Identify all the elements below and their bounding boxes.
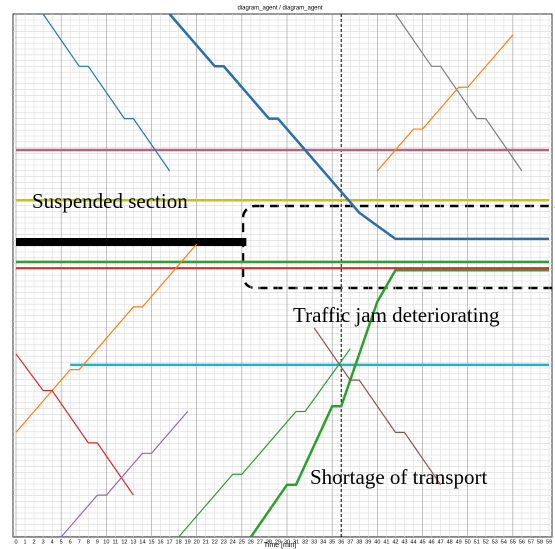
x-tick-label: 37 — [347, 539, 353, 545]
x-tick-label: 25 — [239, 539, 245, 545]
train-line — [394, 13, 523, 172]
jam-box — [241, 204, 555, 290]
x-tick-label: 9 — [96, 539, 99, 545]
x-tick-label: 0 — [14, 539, 17, 545]
x-tick-label: 18 — [176, 539, 182, 545]
x-tick-label: 3 — [42, 539, 45, 545]
train-line — [15, 243, 198, 433]
x-tick-label: 26 — [248, 539, 254, 545]
x-tick-label: 32 — [302, 539, 308, 545]
x-tick-label: 47 — [438, 539, 444, 545]
x-tick-label: 33 — [311, 539, 317, 545]
x-tick-label: 41 — [383, 539, 389, 545]
train-line — [60, 411, 189, 538]
x-tick-label: 46 — [428, 539, 434, 545]
x-tick-label: 45 — [419, 539, 425, 545]
train-line — [15, 353, 134, 496]
x-tick-label: 29 — [275, 539, 281, 545]
x-tick-label: 23 — [221, 539, 227, 545]
x-tick-label: 21 — [203, 539, 209, 545]
x-tick-label: 19 — [185, 539, 191, 545]
x-tick-label: 51 — [474, 539, 480, 545]
annotation: Shortage of transport — [310, 465, 487, 489]
x-tick-label: 20 — [194, 539, 200, 545]
x-tick-label: 58 — [537, 539, 543, 545]
x-tick-label: 11 — [113, 539, 119, 545]
x-tick-label: 44 — [410, 539, 416, 545]
train-line — [42, 13, 171, 172]
x-tick-label: 17 — [167, 539, 173, 545]
x-tick-label: 12 — [121, 539, 127, 545]
x-tick-label: 40 — [374, 539, 380, 545]
x-tick-label: 57 — [528, 539, 534, 545]
x-tick-label: 27 — [257, 539, 263, 545]
train-line — [178, 348, 351, 538]
x-tick-label: 34 — [320, 539, 326, 545]
x-tick-label: 15 — [148, 539, 154, 545]
x-tick-label: 6 — [69, 539, 72, 545]
x-tick-label: 39 — [365, 539, 371, 545]
x-tick-label: 13 — [130, 539, 136, 545]
x-tick-label: 53 — [492, 539, 498, 545]
x-tick-label: 14 — [139, 539, 145, 545]
x-tick-label: 22 — [212, 539, 218, 545]
train-line — [168, 13, 549, 241]
x-tick-label: 38 — [356, 539, 362, 545]
x-tick-label: 7 — [78, 539, 81, 545]
train-line — [313, 327, 442, 486]
x-tick-label: 49 — [456, 539, 462, 545]
x-tick-label: 54 — [501, 539, 507, 545]
x-tick-label: 10 — [103, 539, 109, 545]
x-tick-label: 4 — [51, 539, 54, 545]
x-tick-label: 56 — [519, 539, 525, 545]
x-tick-label: 36 — [338, 539, 344, 545]
x-tick-label: 50 — [465, 539, 471, 545]
x-tick-label: 30 — [284, 539, 290, 545]
x-tick-label: 5 — [60, 539, 63, 545]
x-tick-label: 31 — [293, 539, 299, 545]
chart-title: diagram_agent / diagram_agent — [237, 6, 322, 12]
x-tick-label: 48 — [447, 539, 453, 545]
train-line — [249, 269, 549, 538]
x-tick-label: 42 — [392, 539, 398, 545]
x-tick-label: 8 — [87, 539, 90, 545]
annotation: Suspended section — [32, 189, 188, 213]
x-tick-label: 24 — [230, 539, 236, 545]
train-line — [376, 34, 514, 172]
x-tick-label: 59 — [546, 539, 552, 545]
annotation: Traffic jam deteriorating — [293, 303, 500, 327]
x-tick-label: 16 — [157, 539, 163, 545]
x-tick-label: 43 — [401, 539, 407, 545]
x-tick-label: 2 — [33, 539, 36, 545]
x-axis-label: Time [min] — [264, 542, 296, 549]
x-tick-label: 28 — [266, 539, 272, 545]
x-tick-label: 52 — [483, 539, 489, 545]
x-tick-label: 1 — [24, 539, 27, 545]
x-tick-label: 35 — [329, 539, 335, 545]
x-tick-label: 55 — [510, 539, 516, 545]
